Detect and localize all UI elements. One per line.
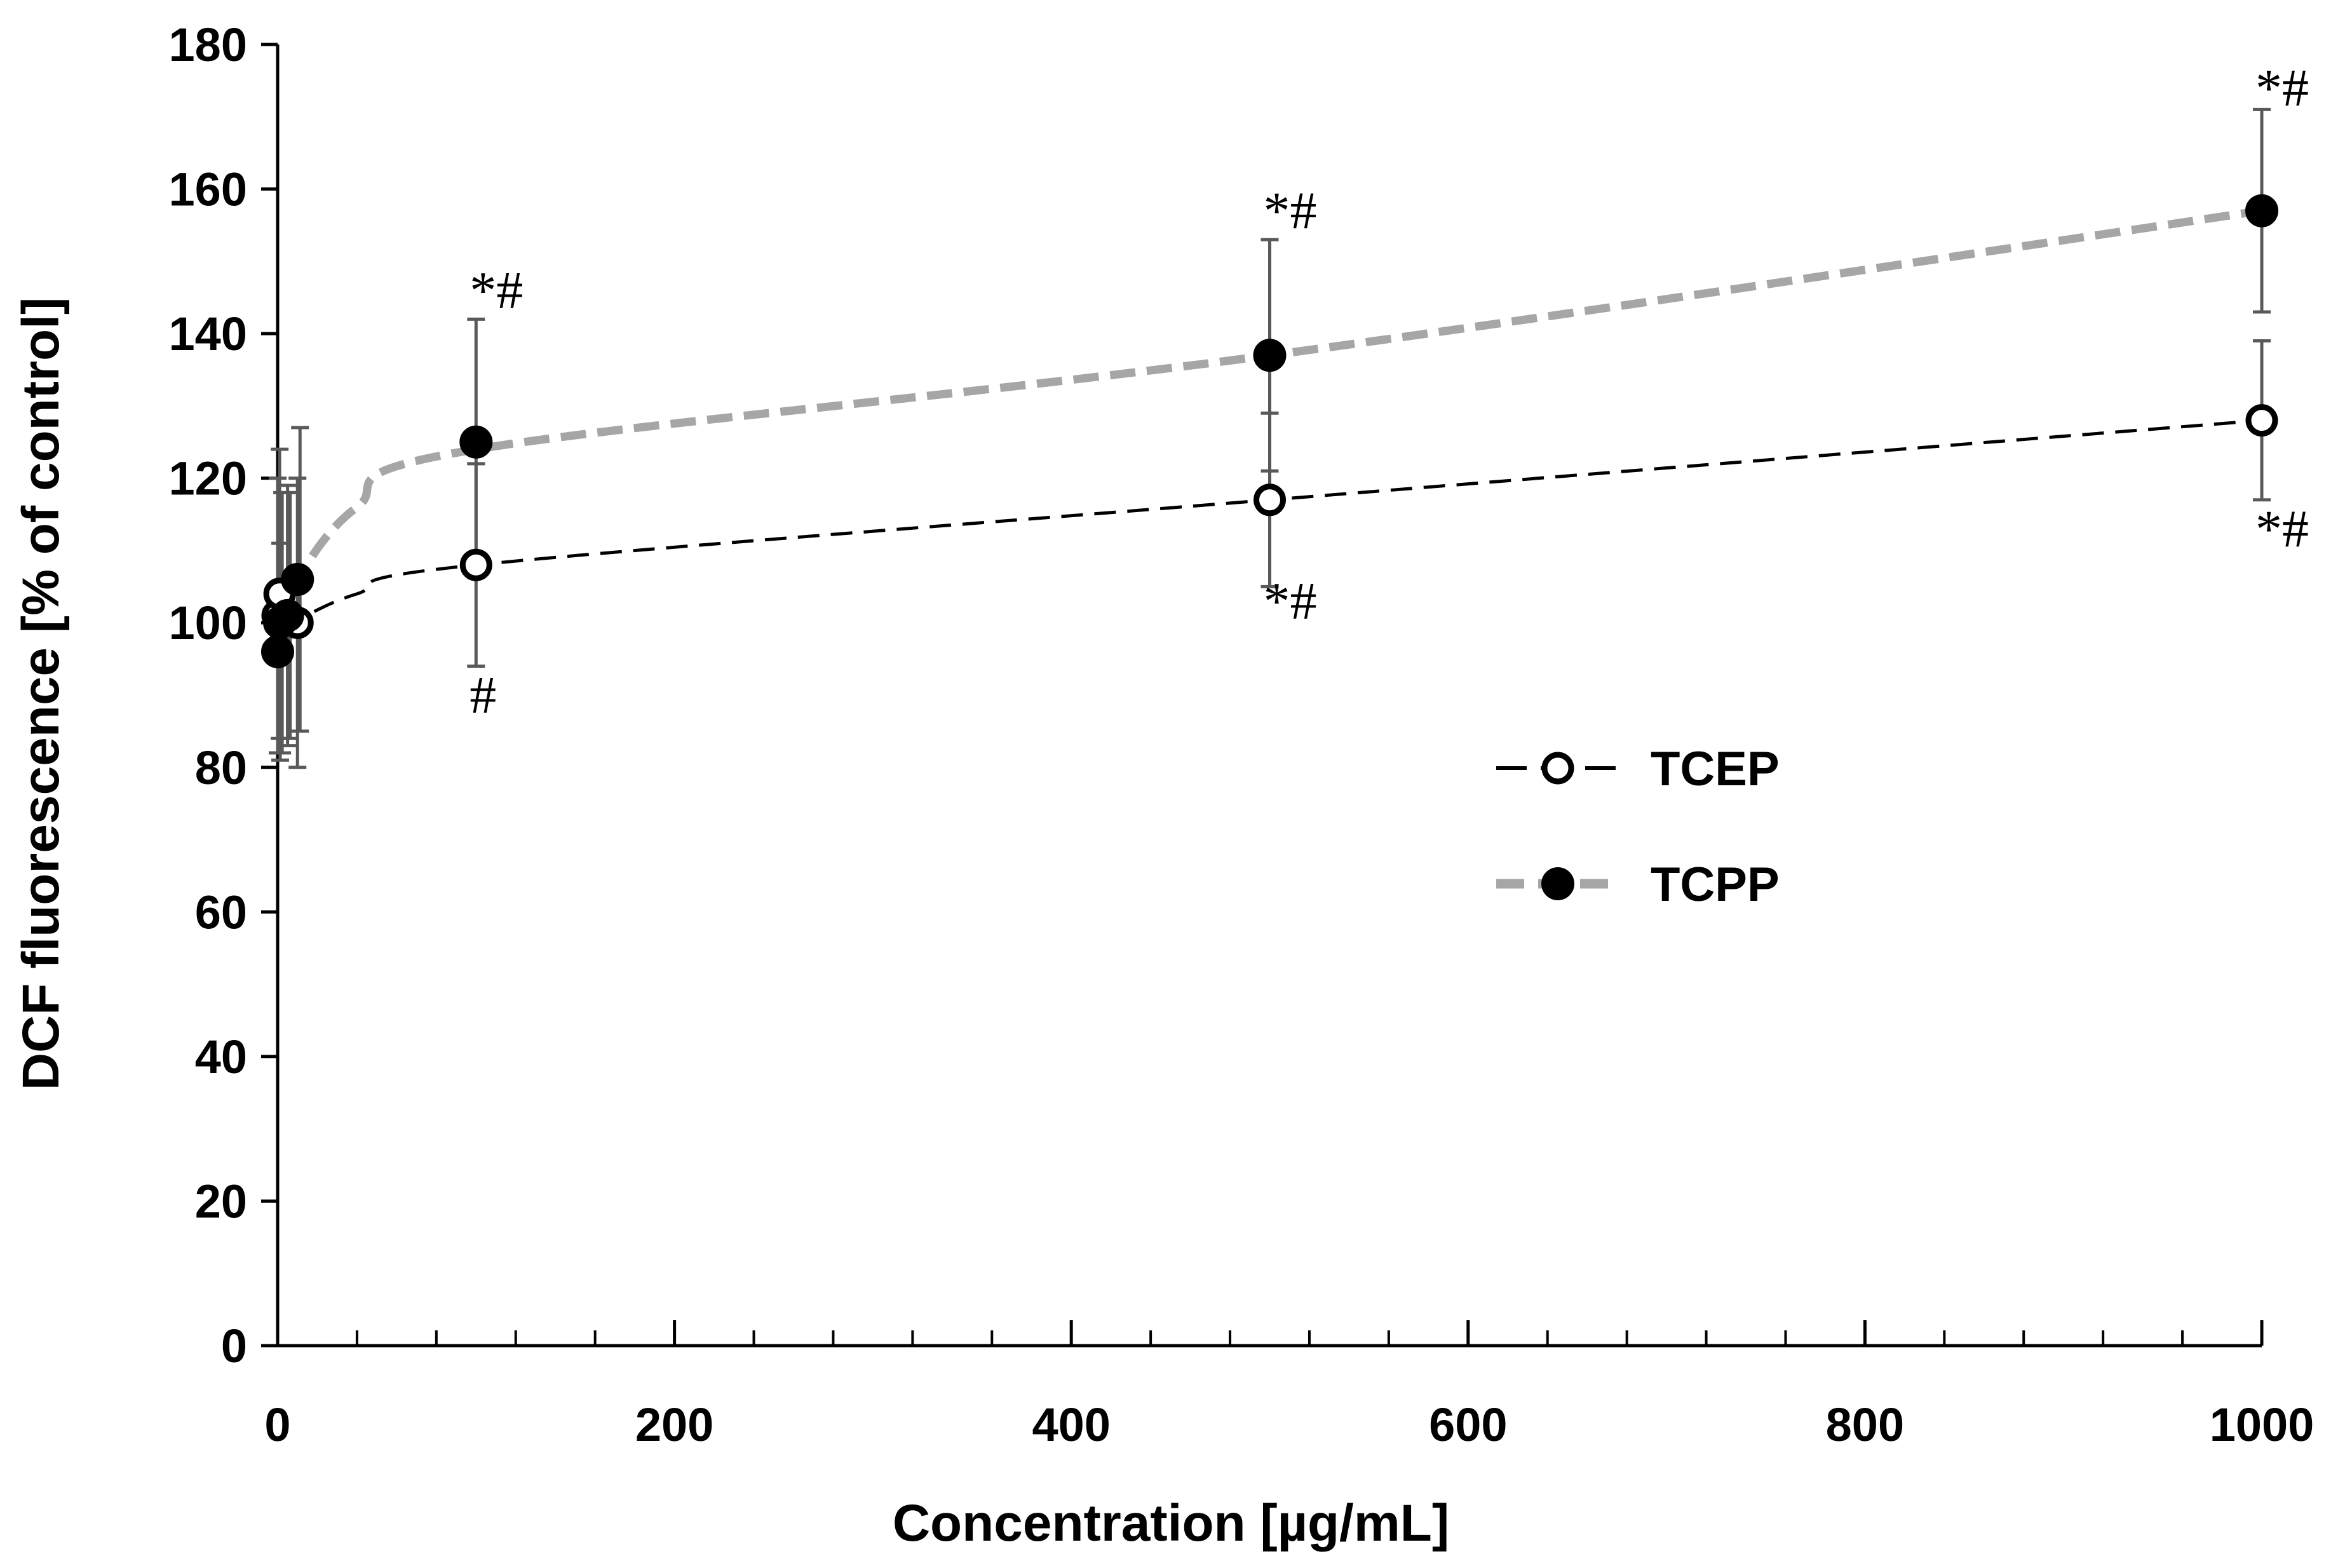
- tcpp-point: [2245, 194, 2278, 227]
- y-tick-label: 140: [169, 308, 247, 360]
- data-points: [261, 194, 2278, 668]
- significance-label: #: [470, 666, 496, 725]
- tcep-point: [459, 548, 492, 581]
- significance-label: *#: [1264, 182, 1317, 241]
- x-tick-label: 1000: [2210, 1398, 2315, 1451]
- tcpp-point: [1253, 339, 1287, 372]
- legend-tcpp-label: TCPP: [1651, 858, 1780, 912]
- legend-tcep-label: TCEP: [1651, 742, 1780, 796]
- y-axis-title: DCF fluorescence [% of control]: [12, 297, 70, 1090]
- significance-annotations: *# # *# *# *# *#: [470, 58, 2309, 725]
- tcpp-curve: [280, 206, 2262, 625]
- x-tick-label: 600: [1429, 1398, 1507, 1451]
- y-tick-label: 100: [169, 597, 247, 649]
- x-tick-label: 0: [264, 1398, 290, 1451]
- tcpp-point: [281, 562, 314, 596]
- y-tick-label: 60: [195, 886, 247, 938]
- tcpp-point: [271, 598, 304, 632]
- axes: 0 20 40 60 80 100 120 140 160 180 0 200 400 600 800 100…: [169, 18, 2315, 1451]
- x-tick-label: 200: [635, 1398, 713, 1451]
- tcpp-point: [459, 425, 493, 459]
- y-tick-label: 160: [169, 163, 247, 216]
- y-tick-label: 180: [169, 18, 247, 71]
- tcpp-point: [261, 635, 294, 668]
- legend-tcep-marker: [1541, 752, 1574, 785]
- significance-label: *#: [2255, 499, 2309, 558]
- y-tick-label: 40: [195, 1031, 247, 1083]
- y-tick-label: 80: [195, 741, 247, 794]
- fitted-curves: [280, 206, 2262, 625]
- x-tick-label: 400: [1032, 1398, 1110, 1451]
- significance-label: *#: [1264, 572, 1317, 631]
- x-tick-label: 800: [1826, 1398, 1904, 1451]
- y-tick-label: 120: [169, 452, 247, 505]
- x-axis-title: Concentration [µg/mL]: [893, 1494, 1449, 1552]
- tcep-point: [1254, 483, 1286, 517]
- significance-label: *#: [2255, 58, 2309, 118]
- tcep-point: [2245, 404, 2278, 437]
- y-tick-label: 20: [195, 1175, 247, 1227]
- legend: TCEP TCPP: [1496, 742, 1780, 912]
- tcep-curve: [283, 419, 2262, 623]
- y-tick-label: 0: [221, 1320, 247, 1372]
- legend-tcpp-marker: [1541, 867, 1574, 900]
- significance-label: *#: [470, 261, 523, 320]
